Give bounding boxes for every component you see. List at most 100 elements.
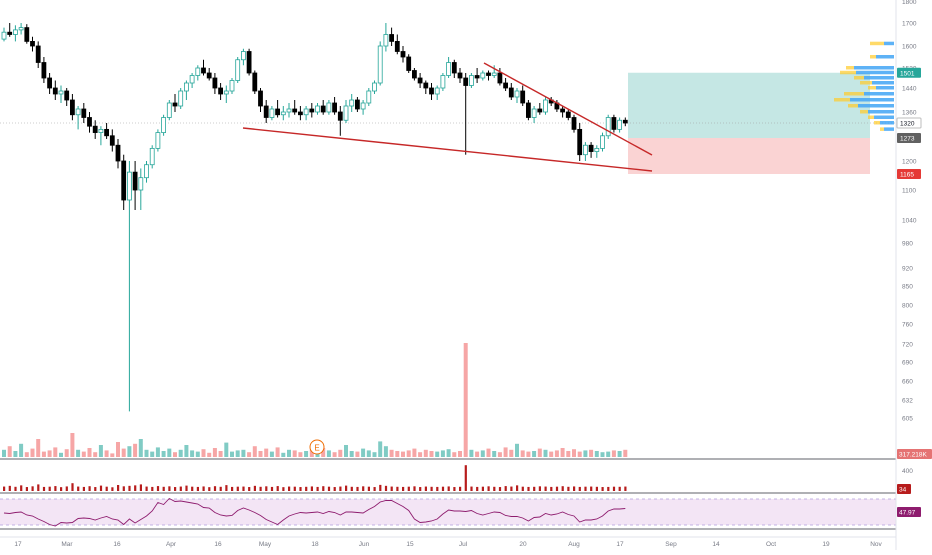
profile-bar-down [860,81,872,85]
profile-bar-down [868,115,874,119]
volume-bar [344,445,348,457]
profile-bar-up [884,127,894,131]
earnings-marker[interactable]: E [309,439,325,455]
volume-bar [560,448,565,457]
profile-bar-up [864,76,894,80]
volume-bar [606,451,611,457]
candle-body [503,82,509,89]
candle-body [195,67,201,76]
candle-body [64,90,70,101]
panel-bar [413,486,416,491]
panel-bar [37,484,40,491]
panel-bar [31,486,34,491]
candle-body [411,70,417,79]
time-tick-label: 18 [311,541,319,548]
candle-body [463,77,469,86]
candle-body [52,87,58,95]
time-tick-label: 19 [822,541,830,548]
price-tick-label: 850 [902,284,913,291]
panel-bar [407,486,410,491]
candle-body [389,34,395,42]
candle-body [18,27,24,31]
support-trendline[interactable] [242,127,653,172]
resistance-trendline[interactable] [483,62,653,156]
profile-bar-down [870,41,884,46]
volume-bar [53,447,58,457]
panel-bar [453,487,456,491]
volume-bar [281,452,286,457]
volume-bar [241,449,246,457]
volume-bar [292,450,297,457]
candle-body [451,62,457,74]
candle-body [246,51,252,74]
panel-bar [77,486,80,491]
candle-body [565,111,571,118]
candle-body [394,41,400,52]
candle-body [354,99,360,110]
candle-body [223,90,229,95]
time-tick-label: Jul [459,541,468,548]
volume-bar [480,450,485,457]
time-tick-label: Oct [766,541,776,548]
price-tick-label: 605 [902,416,913,423]
volume-bar [81,451,86,457]
panel-bar [345,485,348,491]
candle-body [480,72,486,79]
panel-bar [550,486,553,491]
volume-bar [218,451,223,457]
volume-bar [395,451,400,457]
last-price-badge: 1501 [900,70,915,77]
panel-bar [122,486,125,491]
volume-bar [47,450,52,457]
panel-bar [242,486,245,491]
volume-bar [150,451,155,457]
candle-body [309,108,315,113]
candle-body [235,59,241,81]
panel-bar [276,486,279,491]
volume-bar [116,442,120,457]
profile-bar-down [860,110,868,114]
candle-body [240,51,246,61]
volume-bar [161,451,166,457]
volume-bar [549,451,554,457]
volume-bar [435,451,440,457]
panel-bar [510,486,513,491]
panel-bar [567,486,570,491]
volume-bar [258,451,263,457]
last-price-badge-bg [897,67,921,78]
candle-body [98,128,104,133]
panel-bar [396,486,399,491]
panel-bar [402,486,405,491]
panel-bar [373,487,376,491]
candle-body [275,108,281,116]
candle-body [258,90,263,107]
profile-bar-up [872,81,894,85]
time-tick-label: 17 [616,541,624,548]
candle-body [144,164,149,179]
panel-bar [316,486,319,491]
panel-bar [42,486,46,491]
candle-body [508,87,514,98]
candle-body [30,41,35,47]
volume-bar [600,452,605,457]
panel-bar [322,486,325,491]
volume-bar [412,448,417,457]
volume-bar [98,445,103,457]
price-tick-label: 800 [902,303,913,310]
candle-body [58,90,64,95]
profile-bar-up [868,110,894,114]
volume-bar [30,448,35,457]
panel-bar [168,486,171,491]
candle-body [320,105,326,113]
price-tick-label: 632 [902,398,913,405]
current-price-badge-bg [896,117,922,129]
candle-body [343,105,349,121]
candle-body [138,177,144,191]
panel-bar [618,486,621,491]
volume-bar [475,451,480,457]
candle-body [24,27,30,42]
candle-body [583,144,588,156]
panel-bar [71,483,74,491]
volume-bar [423,449,428,457]
price-axis: 1800170016001520144013601320127312001165… [895,0,917,550]
